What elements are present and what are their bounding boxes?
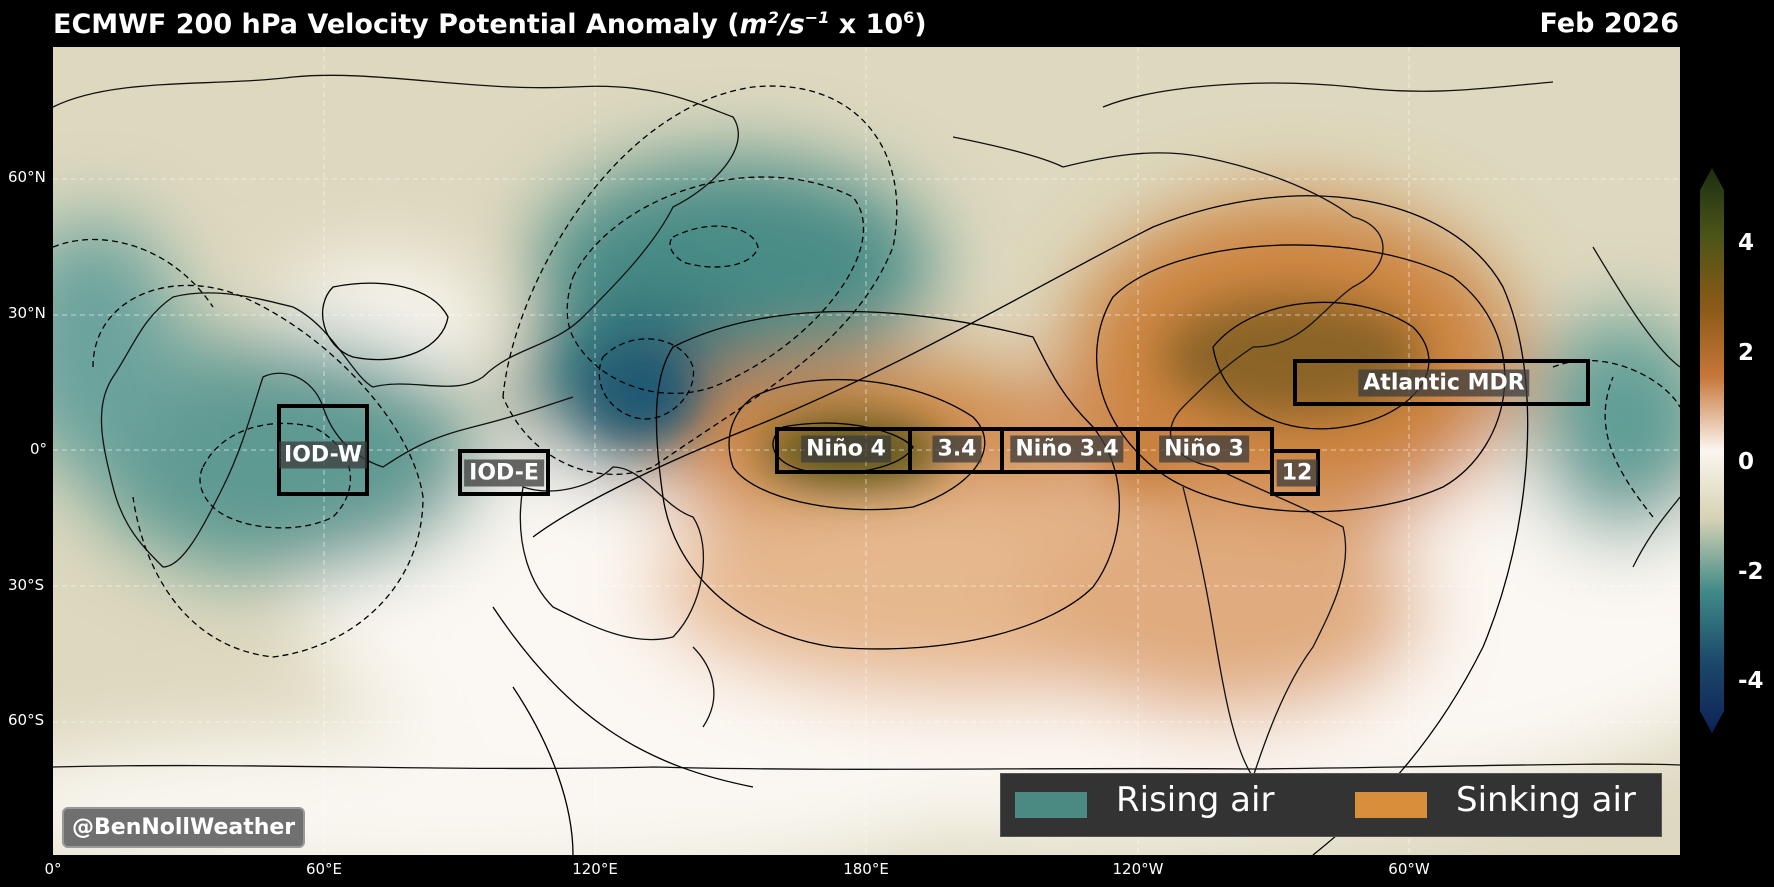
colorbar-label-2: 2 xyxy=(1738,340,1755,366)
region-label-iod-e: IOD-E xyxy=(464,459,544,487)
lon-tick-180e: 180°E xyxy=(843,860,889,878)
region-label-nino4: Niño 4 xyxy=(801,435,891,463)
region-label-atlantic-mdr: Atlantic MDR xyxy=(1358,369,1530,397)
colorbar-label-neg2: -2 xyxy=(1738,559,1764,585)
legend-swatch-rising xyxy=(1015,792,1087,818)
region-label-nino12: 12 xyxy=(1276,459,1318,487)
colorbar-label-neg4: -4 xyxy=(1738,668,1764,694)
lon-tick-120e: 120°E xyxy=(572,860,618,878)
velocity-potential-map xyxy=(53,47,1680,855)
legend-label-rising: Rising air xyxy=(1116,780,1275,820)
colorbar-label-4: 4 xyxy=(1738,230,1755,256)
colorbar-label-0: 0 xyxy=(1738,449,1755,475)
region-label-nino3: Niño 3 xyxy=(1159,435,1249,463)
lat-tick-equator: 0° xyxy=(30,440,48,458)
author-credit: @BenNollWeather xyxy=(62,807,306,848)
region-box-iod-w xyxy=(277,404,369,496)
lon-tick-60w: 60°W xyxy=(1388,860,1430,878)
colorbar xyxy=(1700,168,1724,733)
region-label-iod-w: IOD-W xyxy=(279,441,367,469)
lat-tick-30s: 30°S xyxy=(8,576,45,594)
region-box-atlantic-mdr xyxy=(1293,359,1590,406)
map-panel xyxy=(53,47,1680,855)
lat-tick-60n: 60°N xyxy=(8,168,46,186)
forecast-date: Feb 2026 xyxy=(1539,8,1679,39)
region-box-iod-e xyxy=(458,449,550,496)
lat-tick-60s: 60°S xyxy=(8,711,45,729)
region-label-nino34: Niño 3.4 xyxy=(1010,435,1124,463)
lat-tick-30n: 30°N xyxy=(8,304,46,322)
map-title: ECMWF 200 hPa Velocity Potential Anomaly… xyxy=(53,8,927,40)
lon-tick-60e: 60°E xyxy=(305,860,343,878)
lon-tick-0: 0° xyxy=(44,860,62,878)
lon-tick-120w: 120°W xyxy=(1112,860,1164,878)
region-label-nino34-west: 3.4 xyxy=(932,435,982,463)
region-box-nino12 xyxy=(1270,449,1320,496)
legend-swatch-sinking xyxy=(1355,792,1427,818)
legend: Rising air Sinking air xyxy=(1000,773,1662,837)
legend-label-sinking: Sinking air xyxy=(1456,780,1636,820)
